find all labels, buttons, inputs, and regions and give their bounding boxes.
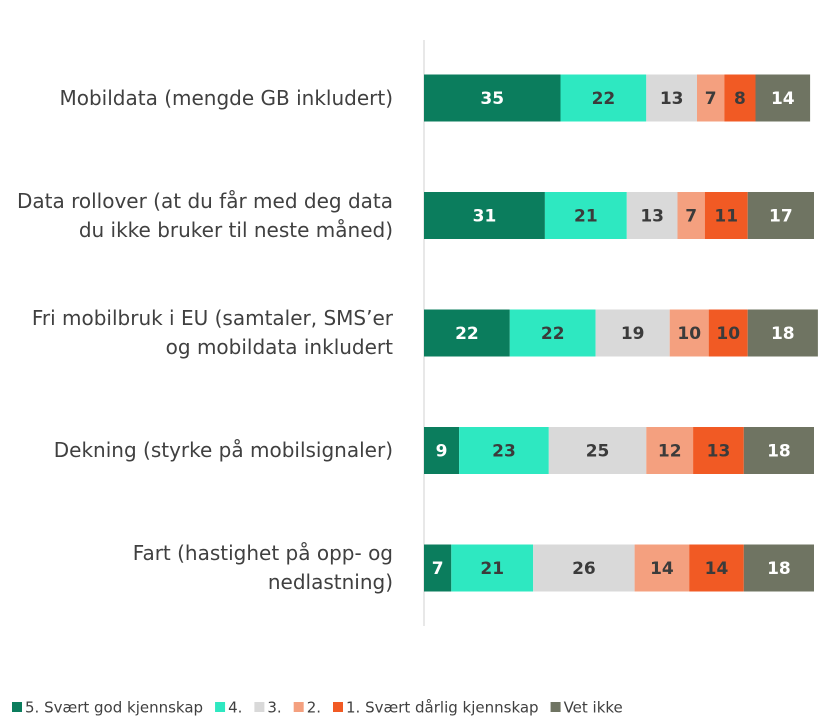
value-label: 18 [767, 559, 791, 579]
bar-segment [704, 192, 748, 239]
bar-segment [626, 192, 678, 239]
bar-segment [689, 544, 744, 592]
bar-segment [424, 74, 561, 122]
value-label: 31 [473, 207, 497, 227]
legend-label: Vet ikke [564, 699, 623, 717]
bar-segment [743, 544, 814, 592]
bar-segment [743, 427, 814, 474]
value-label: 18 [771, 324, 795, 344]
value-label: 21 [574, 207, 598, 227]
bar-segment [451, 544, 534, 592]
bar-segment [646, 74, 697, 122]
bar-segment [693, 427, 744, 474]
bar-segment [548, 427, 647, 474]
value-label: 14 [650, 559, 674, 579]
bar-segment [424, 427, 460, 474]
value-label: 13 [707, 442, 731, 462]
legend-label: 4. [228, 699, 242, 717]
category-label: Fri mobilbruk i EU (samtaler, SMS’er og … [0, 275, 393, 391]
value-label: 12 [658, 442, 682, 462]
legend-label: 1. Svært dårlig kjennskap [346, 699, 539, 717]
legend-swatch [293, 702, 304, 712]
category-label: Dekning (styrke på mobilsignaler) [0, 393, 393, 509]
value-label: 17 [769, 207, 793, 227]
legend-swatch [254, 702, 265, 712]
bar-segment [424, 544, 452, 592]
value-label: 19 [621, 324, 645, 344]
bar-segment [560, 74, 647, 122]
category-text: Fri mobilbruk i EU (samtaler, SMS’er og … [31, 306, 393, 359]
bar-segment [677, 192, 705, 239]
value-label: 7 [705, 89, 717, 109]
category-text: Mobildata (mengde GB inkludert) [59, 85, 393, 110]
value-label: 23 [492, 442, 516, 462]
legend-label: 5. Svært god kjennskap [25, 699, 203, 717]
bar-segment [646, 427, 694, 474]
bar-segment [424, 309, 510, 357]
bar-segment [747, 192, 814, 239]
value-label: 25 [586, 442, 610, 462]
value-label: 7 [432, 559, 444, 579]
bar-segment [697, 74, 725, 122]
legend-label: 2. [307, 699, 321, 717]
category-label: Mobildata (mengde GB inkludert) [0, 40, 393, 156]
legend-swatch [550, 702, 561, 712]
bar-segment [747, 309, 818, 357]
bar-segment [708, 309, 748, 357]
value-label: 10 [716, 324, 740, 344]
value-label: 18 [767, 442, 791, 462]
category-text: Dekning (styrke på mobilsignaler) [53, 438, 393, 462]
bar-segment [533, 544, 635, 592]
category-text: Fart (hastighet på opp- og nedlastning) [132, 541, 393, 594]
value-label: 14 [771, 89, 795, 109]
legend-swatch [333, 702, 343, 712]
value-label: 7 [685, 207, 697, 227]
value-label: 13 [660, 89, 684, 109]
bar-segment [755, 74, 811, 122]
legend-swatch [215, 702, 226, 712]
bar-segment [459, 427, 549, 474]
value-label: 21 [480, 559, 504, 579]
value-label: 9 [436, 442, 448, 462]
legend-label: 3. [267, 699, 281, 717]
bar-segment [424, 192, 545, 239]
value-label: 14 [705, 559, 729, 579]
value-label: 22 [592, 89, 616, 109]
value-label: 11 [714, 207, 738, 227]
category-text: Data rollover (at du får med deg data du… [16, 188, 393, 242]
bar-segment [544, 192, 627, 239]
bar-segment [724, 74, 756, 122]
value-label: 35 [480, 89, 504, 109]
legend-swatch [12, 702, 22, 712]
bar-segment [595, 309, 670, 357]
bar-segment [669, 309, 709, 357]
value-label: 26 [572, 559, 596, 579]
category-label: Data rollover (at du får med deg data du… [0, 158, 393, 274]
category-label: Fart (hastighet på opp- og nedlastning) [0, 510, 393, 626]
value-label: 8 [734, 89, 746, 109]
bar-segment [509, 309, 596, 357]
value-label: 22 [541, 324, 565, 344]
value-label: 13 [640, 207, 664, 227]
value-label: 10 [677, 324, 701, 344]
bar-segment [634, 544, 690, 592]
value-label: 22 [455, 324, 479, 344]
